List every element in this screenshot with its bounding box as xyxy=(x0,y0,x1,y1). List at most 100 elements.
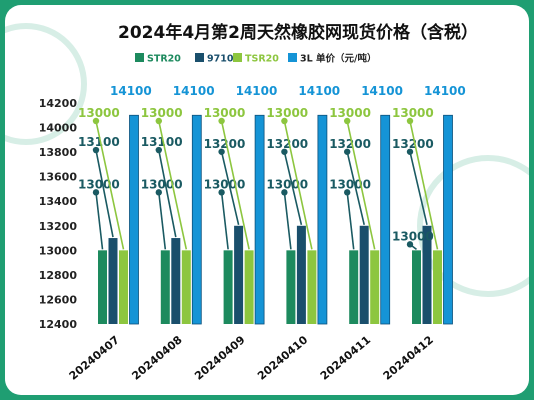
data-label-str20: 13000 xyxy=(329,177,371,191)
leader-line-tsr20 xyxy=(95,120,125,250)
bar-3l xyxy=(254,114,265,325)
leader-dot-9710 xyxy=(406,148,414,155)
x-axis: 20240407 20240408 20240409 20240410 20240411… xyxy=(67,333,436,383)
bar-3l xyxy=(129,114,139,325)
leader-dot-tsr20 xyxy=(218,117,225,125)
data-label-9710: 13100 xyxy=(78,135,120,149)
bar-tsr20 xyxy=(307,250,317,324)
legend-swatch-3l xyxy=(288,53,297,62)
data-label-str20: 13000 xyxy=(141,177,183,191)
data-label-9710: 13100 xyxy=(141,135,183,149)
leader-line-tsr20 xyxy=(283,120,313,250)
chart-panel: 2024年4月第2周天然橡胶网现货价格（含税） STR20 9710 TSR20 3L… xyxy=(5,5,529,395)
data-label-tsr20: 13000 xyxy=(78,106,120,120)
data-label-tsr20: 13000 xyxy=(141,106,183,120)
leader-dot-9710 xyxy=(92,146,100,154)
bar-str20 xyxy=(349,250,359,324)
leader-line-9710 xyxy=(283,151,303,225)
y-tick-label: 12800 xyxy=(39,269,78,282)
x-tick-label: 20240409 xyxy=(192,333,247,382)
bar-str20 xyxy=(412,250,421,324)
bar-str20 xyxy=(223,250,233,324)
leader-line-tsr20 xyxy=(346,120,376,250)
x-tick-label: 20240412 xyxy=(381,333,436,382)
leader-dot-str20 xyxy=(344,189,351,196)
data-label-3l: 14100 xyxy=(298,84,340,98)
data-label-tsr20: 13000 xyxy=(392,106,434,120)
x-tick-label: 20240408 xyxy=(129,333,184,382)
bar-tsr20 xyxy=(244,250,254,324)
legend-label-tsr20: TSR20 xyxy=(245,54,279,65)
leader-line-str20 xyxy=(346,192,355,250)
data-label-3l: 14100 xyxy=(173,84,215,98)
bar-tsr20 xyxy=(181,250,191,324)
data-label-str20: 13000 xyxy=(204,177,246,191)
bar-str20 xyxy=(98,250,107,324)
data-label-9710: 13200 xyxy=(392,137,434,151)
bar-tsr20 xyxy=(119,250,128,324)
legend-swatch-str20 xyxy=(135,53,144,62)
bar-9710 xyxy=(296,225,306,324)
data-label-9710: 13200 xyxy=(266,137,308,151)
leader-line-9710 xyxy=(346,151,365,225)
bar-3l xyxy=(317,114,328,325)
bar-3l xyxy=(191,114,202,325)
legend-swatch-tsr20 xyxy=(233,53,242,62)
watermark-seal-right xyxy=(417,155,529,297)
bar-str20 xyxy=(160,250,170,324)
leader-line-str20 xyxy=(158,192,167,250)
leader-line-str20 xyxy=(95,192,104,250)
y-tick-label: 13200 xyxy=(39,220,78,233)
leader-dot-tsr20 xyxy=(406,117,414,125)
data-label-3l: 14100 xyxy=(424,84,466,98)
bar-9710 xyxy=(234,225,244,324)
leader-line-tsr20 xyxy=(409,120,439,250)
leader-line-9710 xyxy=(158,149,177,238)
bar-str20 xyxy=(286,250,296,324)
leader-dot-9710 xyxy=(155,146,162,154)
data-label-9710: 13200 xyxy=(204,137,246,151)
y-tick-label: 12600 xyxy=(39,293,78,306)
price-chart: 2024年4月第2周天然橡胶网现货价格（含税） STR20 9710 TSR20 3L… xyxy=(39,22,478,383)
y-tick-label: 13400 xyxy=(39,195,78,208)
data-label-str20: 13000 xyxy=(266,177,308,191)
leader-dot-str20 xyxy=(281,189,288,196)
leader-dot-9710 xyxy=(218,148,225,155)
leader-dot-str20 xyxy=(92,189,100,196)
legend-swatch-9710 xyxy=(195,53,204,62)
data-label-str20: 13000 xyxy=(78,177,120,191)
bar-tsr20 xyxy=(370,250,380,324)
bar-3l xyxy=(443,114,453,325)
bar-9710 xyxy=(108,238,118,324)
y-axis: 12400 12600 12800 13000 13200 13400 13600 13800… xyxy=(39,97,78,331)
bar-tsr20 xyxy=(433,250,442,324)
leader-line-tsr20 xyxy=(158,120,188,250)
y-tick-label: 14200 xyxy=(39,97,78,110)
leader-dot-str20 xyxy=(218,189,225,196)
data-label-3l: 14100 xyxy=(110,84,152,98)
leader-dot-9710 xyxy=(281,148,288,155)
y-tick-label: 12400 xyxy=(39,318,78,331)
leader-line-tsr20 xyxy=(220,120,250,250)
leader-line-9710 xyxy=(409,151,428,225)
leader-dot-str20 xyxy=(155,189,162,196)
bar-9710 xyxy=(171,238,181,324)
leader-dot-tsr20 xyxy=(92,117,100,125)
leader-line-str20 xyxy=(220,192,229,250)
leader-line-9710 xyxy=(220,151,240,225)
y-tick-label: 13600 xyxy=(39,171,78,184)
y-tick-label: 13800 xyxy=(39,146,78,159)
leader-dot-str20 xyxy=(406,241,414,248)
leader-line-9710 xyxy=(95,149,114,238)
legend-label-str20: STR20 xyxy=(147,54,181,65)
plot-area: 13000 13100 13000 14100 13000 13100 13000 14100… xyxy=(78,84,466,325)
data-label-tsr20: 13000 xyxy=(329,106,371,120)
data-label-tsr20: 13000 xyxy=(266,106,308,120)
y-tick-label: 13000 xyxy=(39,244,78,257)
legend-label-3l: 3L 单价（元/吨） xyxy=(300,53,376,65)
x-tick-label: 20240407 xyxy=(67,333,122,382)
data-label-tsr20: 13000 xyxy=(204,106,246,120)
data-label-str20: 13000 xyxy=(392,229,434,243)
data-label-3l: 14100 xyxy=(236,84,278,98)
